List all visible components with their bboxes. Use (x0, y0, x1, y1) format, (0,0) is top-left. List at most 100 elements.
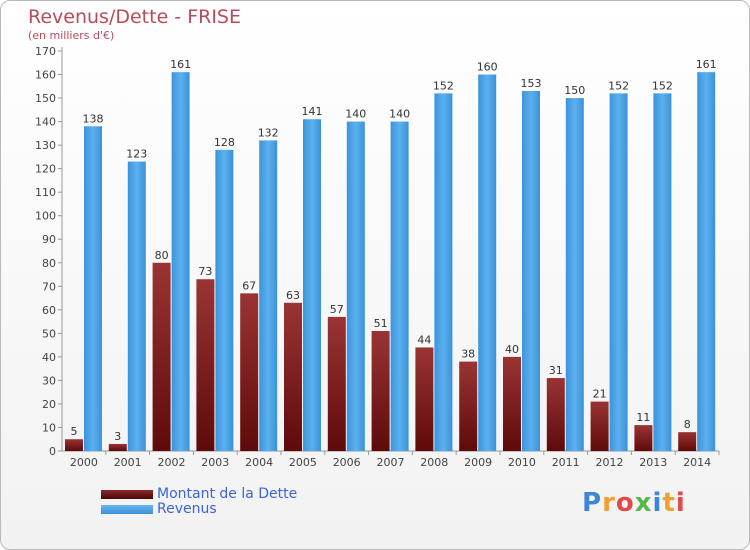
debt-bar (240, 293, 259, 451)
revenue-data-label: 140 (389, 108, 410, 121)
revenue-data-label: 161 (696, 58, 717, 71)
revenue-bar (259, 140, 278, 452)
revenue-data-label: 132 (258, 126, 279, 139)
debt-data-label: 73 (198, 265, 212, 278)
debt-data-label: 8 (684, 418, 691, 431)
logo-letter: x (634, 488, 653, 518)
debt-bar (108, 443, 127, 451)
revenue-data-label: 160 (477, 61, 498, 74)
revenue-bar (346, 121, 365, 452)
debt-bar (590, 401, 609, 451)
debt-data-label: 51 (374, 317, 388, 330)
y-tick-label: 120 (35, 163, 56, 176)
y-tick-label: 30 (42, 374, 56, 387)
revenue-data-label: 140 (345, 108, 366, 121)
x-tick-label: 2012 (596, 456, 624, 469)
debt-data-label: 67 (242, 279, 256, 292)
y-tick-label: 150 (35, 92, 56, 105)
legend-label-revenus: Revenus (157, 501, 217, 517)
logo-letter: i (675, 488, 686, 518)
logo-letter: t (662, 488, 676, 518)
debt-bar (284, 302, 302, 451)
y-tick-label: 170 (35, 45, 56, 58)
y-tick-label: 20 (42, 398, 56, 411)
y-tick-label: 70 (42, 280, 56, 293)
debt-data-label: 31 (549, 364, 563, 377)
debt-data-label: 5 (71, 425, 78, 438)
debt-data-label: 44 (417, 333, 431, 346)
revenue-bar (390, 121, 409, 452)
y-tick-label: 110 (35, 186, 56, 199)
x-tick-label: 2006 (333, 456, 361, 469)
debt-bar (371, 331, 390, 451)
y-tick-label: 90 (42, 233, 56, 246)
y-tick-label: 140 (35, 116, 56, 129)
y-tick-label: 100 (35, 210, 56, 223)
x-tick-label: 2008 (420, 456, 448, 469)
debt-bar (152, 262, 171, 451)
revenue-data-label: 152 (652, 79, 673, 92)
x-tick-label: 2000 (70, 456, 98, 469)
revenue-bar (434, 93, 453, 452)
x-tick-label: 2003 (201, 456, 229, 469)
revenue-bar (609, 93, 628, 452)
revenue-data-label: 141 (302, 105, 323, 118)
debt-data-label: 63 (286, 289, 300, 302)
debt-data-label: 3 (114, 430, 121, 443)
revenue-data-label: 128 (214, 136, 235, 149)
revenue-bar (215, 149, 234, 451)
x-tick-label: 2011 (552, 456, 580, 469)
logo-letter: o (615, 488, 635, 518)
revenue-bar (127, 161, 146, 451)
debt-bar (196, 279, 215, 451)
chart-subtitle: (en milliers d'€) (28, 29, 115, 42)
legend-item-revenus: Revenus (101, 502, 297, 517)
debt-bar (678, 432, 697, 451)
debt-bar (546, 378, 565, 451)
logo-letter: i (652, 488, 663, 518)
revenue-data-label: 152 (608, 79, 629, 92)
debt-bar (503, 356, 521, 451)
debt-data-label: 11 (636, 411, 650, 424)
y-tick-label: 40 (42, 351, 56, 364)
revenue-bar (522, 91, 540, 451)
debt-bar (459, 361, 478, 451)
debt-bar (634, 425, 653, 451)
revenue-bar (697, 72, 716, 452)
debt-bar (415, 347, 434, 451)
y-tick-label: 0 (49, 445, 56, 458)
revenue-bar (84, 126, 102, 451)
debt-data-label: 40 (505, 343, 519, 356)
x-tick-label: 2004 (245, 456, 273, 469)
revenue-bar (565, 98, 584, 451)
debt-data-label: 57 (330, 303, 344, 316)
revenue-data-label: 152 (433, 79, 454, 92)
x-tick-label: 2013 (639, 456, 667, 469)
debt-data-label: 38 (461, 348, 475, 361)
revenue-bar (303, 119, 321, 451)
revenue-data-label: 153 (521, 77, 542, 90)
chart-legend: Montant de la Dette Revenus (101, 487, 297, 517)
legend-swatch-revenus (101, 505, 153, 514)
x-tick-label: 2014 (683, 456, 711, 469)
revenue-bar (478, 74, 497, 451)
revenue-bar (653, 93, 672, 452)
x-tick-label: 2010 (508, 456, 536, 469)
debt-bar (327, 316, 346, 451)
debt-data-label: 80 (155, 249, 169, 262)
x-tick-label: 2001 (114, 456, 142, 469)
y-tick-label: 50 (42, 327, 56, 340)
x-tick-label: 2002 (158, 456, 186, 469)
revenue-data-label: 123 (126, 148, 147, 161)
chart-title: Revenus/Dette - FRISE (28, 6, 241, 28)
logo-letter: r (602, 488, 616, 518)
x-tick-label: 2009 (464, 456, 492, 469)
legend-item-debt: Montant de la Dette (101, 487, 297, 502)
y-tick-label: 60 (42, 304, 56, 317)
revenue-bar (171, 72, 190, 452)
proxiti-logo: Proxiti (582, 488, 686, 518)
debt-bar (65, 439, 83, 451)
x-tick-label: 2007 (377, 456, 405, 469)
